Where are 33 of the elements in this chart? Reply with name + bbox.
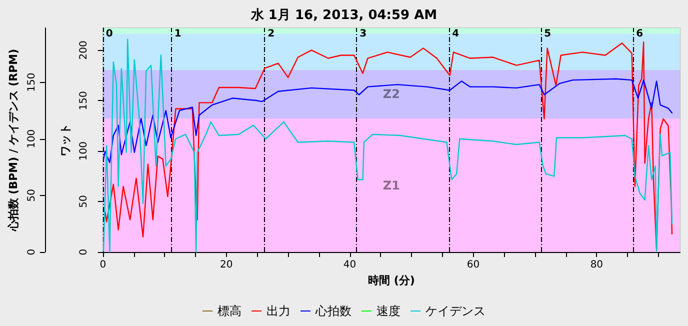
annotation: 3 [360,28,367,40]
annotation: 0 [106,28,113,40]
x-axis-title: 時間 (分) [368,274,415,287]
x-tick-label: 0 [100,260,106,270]
y2-tick-label: 150 [26,72,38,92]
annotation: 6 [636,28,644,40]
y-tick-label: 100 [78,142,90,161]
legend-label: ケイデンス [426,304,486,318]
band-label: Z2 [382,87,400,102]
y2-tick-label: 0 [26,248,38,256]
x-tick-label: 40 [343,260,356,270]
annotation: 4 [452,28,460,40]
y2-tick-label: 100 [26,129,38,148]
y2-axis-title: 心拍数 (BPM) / ケイデンス (RPM) [7,48,20,232]
y-axis-title: ワット [59,124,72,156]
annotation: 1 [174,28,182,40]
x-tick-label: 60 [466,260,480,270]
line-series [102,78,673,164]
legend-label: 標高 [218,304,242,318]
band-label: Z1 [382,178,400,192]
x-tick-label: 80 [590,260,604,270]
y-tick-label: 0 [78,248,90,256]
y2-tick-label: 50 [26,189,38,202]
y-tick-label: 200 [78,40,90,60]
annotation: 5 [544,28,552,40]
annotation: 2 [268,28,275,40]
legend-label: 出力 [266,304,290,318]
legend-label: 心拍数 [314,304,352,318]
legend-label: 速度 [376,304,400,318]
x-tick-label: 20 [220,260,233,270]
chart-title: 水 1月 16, 2013, 04:59 AM [250,8,438,23]
y-tick-label: 50 [78,195,90,208]
y-tick-label: 150 [78,91,90,110]
